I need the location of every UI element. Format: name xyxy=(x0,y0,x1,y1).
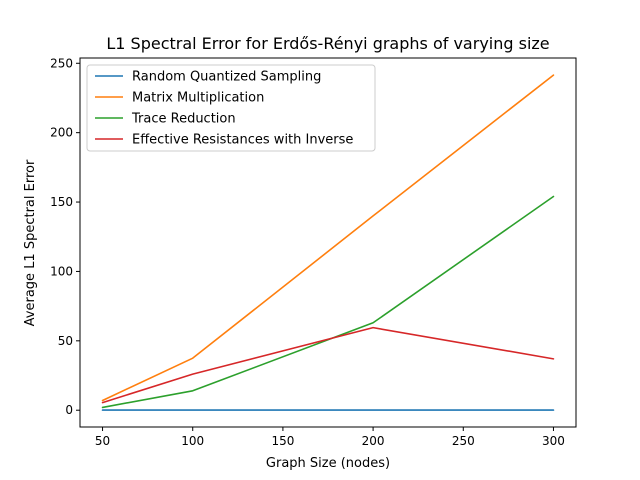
x-tick-label: 150 xyxy=(271,434,294,448)
x-tick-label: 100 xyxy=(181,434,204,448)
y-tick-label: 100 xyxy=(50,264,73,278)
legend-label-1: Matrix Multiplication xyxy=(132,91,264,106)
x-tick-label: 250 xyxy=(452,434,475,448)
legend-label-2: Trace Reduction xyxy=(131,112,236,127)
y-axis-label: Average L1 Spectral Error xyxy=(23,159,38,326)
legend: Random Quantized Sampling Matrix Multipli… xyxy=(86,64,376,152)
y-tick-label: 250 xyxy=(50,56,73,70)
series-layer xyxy=(101,74,555,411)
y-tick-label: 200 xyxy=(50,126,73,140)
series-line-1 xyxy=(101,74,555,402)
y-tick-label: 150 xyxy=(50,195,73,209)
legend-label-0: Random Quantized Sampling xyxy=(132,70,321,85)
y-tick-label: 0 xyxy=(65,403,73,417)
x-tick-label: 200 xyxy=(362,434,385,448)
x-axis-label: Graph Size (nodes) xyxy=(266,456,390,471)
plot-frame xyxy=(79,57,577,428)
series-line-3 xyxy=(101,326,555,404)
ticks-layer: 50 100 150 200 250 300 0 50 100 150 200 250 xyxy=(50,56,565,448)
legend-label-3: Effective Resistances with Inverse xyxy=(132,133,353,148)
x-tick-label: 300 xyxy=(542,434,565,448)
y-tick-label: 50 xyxy=(58,334,73,348)
chart-title: L1 Spectral Error for Erdős-Rényi graphs… xyxy=(106,34,549,53)
series-line-2 xyxy=(101,195,555,409)
legend-box xyxy=(86,64,376,152)
x-tick-label: 50 xyxy=(95,434,110,448)
